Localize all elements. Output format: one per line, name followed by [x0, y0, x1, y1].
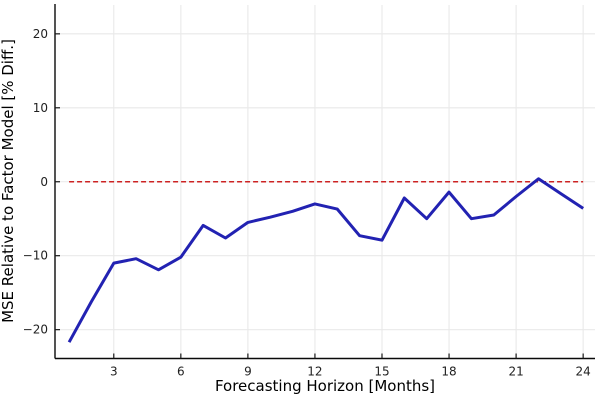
x-axis-label: Forecasting Horizon [Months]: [215, 377, 435, 395]
y-tick-label: 10: [33, 101, 48, 115]
x-tick-label: 9: [244, 365, 252, 379]
x-tick-label: 18: [441, 365, 456, 379]
x-tick-label: 15: [374, 365, 389, 379]
y-tick-label: 20: [33, 27, 48, 41]
series-layer: [67, 177, 585, 343]
axis-ticks: [55, 33, 584, 359]
y-tick-label: −20: [23, 323, 48, 337]
y-tick-label: 0: [40, 175, 48, 189]
mse-series-line: [67, 177, 585, 343]
x-tick-label: 12: [307, 365, 322, 379]
x-tick-label: 3: [110, 365, 118, 379]
x-tick-label: 6: [177, 365, 185, 379]
y-tick-label: −10: [23, 249, 48, 263]
x-tick-label: 21: [508, 365, 523, 379]
x-tick-label: 24: [576, 365, 591, 379]
tick-labels: 3 6 9 12 15 18 21 24 −20 −10 0 10 20: [23, 27, 591, 379]
y-axis-label: MSE Relative to Factor Model [% Diff.]: [0, 39, 17, 323]
